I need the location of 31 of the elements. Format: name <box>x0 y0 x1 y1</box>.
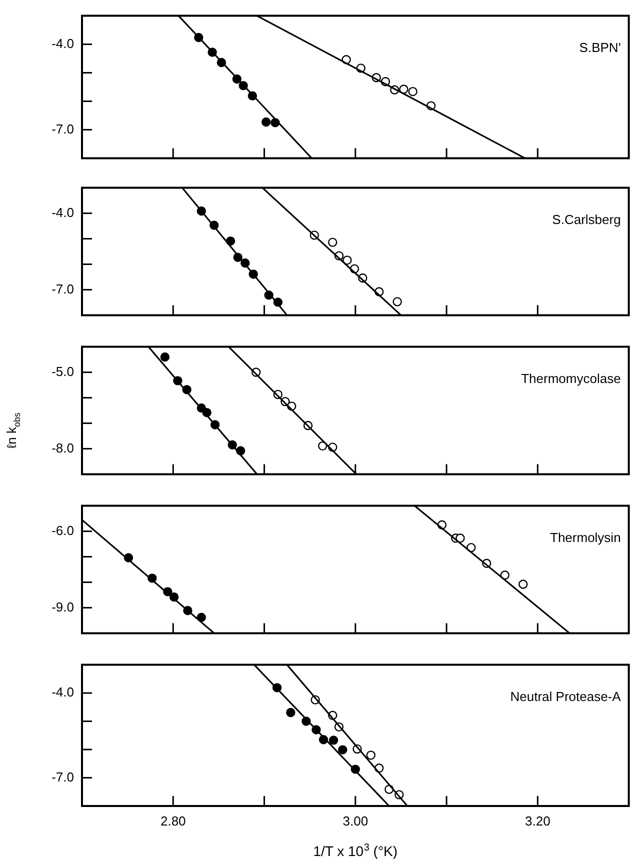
point <box>518 580 528 589</box>
point <box>286 708 296 718</box>
y-tick-label: -4.0 <box>52 204 74 220</box>
annotation: S.BPN' <box>579 40 621 55</box>
x-tick-label: 2.80 <box>160 813 186 828</box>
annotation: Neutral Protease-A <box>510 688 622 704</box>
point <box>261 117 271 127</box>
y-tick-label: -8.0 <box>52 440 74 456</box>
y-tick-label: -4.0 <box>52 684 74 700</box>
point <box>399 84 408 94</box>
y-tick-label: -5.0 <box>52 364 74 379</box>
point <box>338 745 348 754</box>
point <box>366 750 376 760</box>
y-axis-title: ℓn kobs <box>4 412 22 449</box>
y-tick-label: -6.0 <box>52 522 74 538</box>
annotation: Thermolysin <box>550 530 621 545</box>
point <box>342 256 352 265</box>
point <box>408 86 418 96</box>
point <box>392 297 402 306</box>
point <box>328 736 338 745</box>
y-tick-label: -7.0 <box>52 769 74 784</box>
y-tick-label: -9.0 <box>52 599 74 614</box>
point <box>328 238 338 247</box>
y-tick-label: -7.0 <box>52 121 74 136</box>
point <box>160 352 170 362</box>
y-tick-label: -7.0 <box>52 281 74 296</box>
annotation: S.Carlsberg <box>552 212 621 227</box>
annotation: Thermomycolase <box>521 370 621 386</box>
x-tick-label: 3.20 <box>525 813 550 828</box>
x-tick-label: 3.00 <box>342 813 368 828</box>
y-tick-label: -4.0 <box>52 36 74 51</box>
